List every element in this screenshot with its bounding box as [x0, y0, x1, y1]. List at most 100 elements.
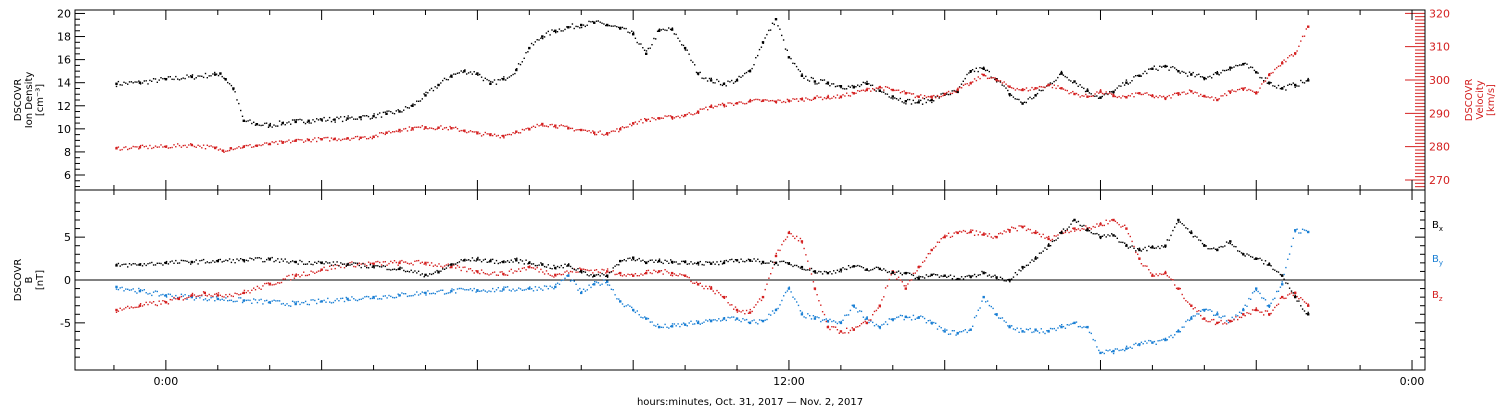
velocity-point: [516, 130, 518, 133]
velocity-point: [1179, 93, 1181, 96]
by-point: [677, 323, 679, 325]
bz-point: [664, 269, 666, 271]
ion-density-a-point: [307, 119, 310, 122]
ion-density-a-point: [599, 21, 601, 23]
bx-point: [1023, 266, 1026, 268]
bz-point: [853, 328, 855, 330]
bx-point: [386, 268, 388, 271]
bz-point: [480, 269, 483, 271]
bz-point: [816, 294, 818, 296]
by-point: [241, 301, 244, 304]
velocity-point: [319, 138, 322, 140]
bx-point: [286, 261, 288, 263]
bz-point: [1274, 306, 1276, 309]
by-point: [314, 299, 316, 302]
bx-point: [784, 261, 787, 264]
bx-point: [1220, 245, 1222, 248]
bz-point: [568, 272, 570, 274]
bz-point: [755, 304, 757, 306]
velocity-point: [482, 134, 485, 136]
bx-point: [588, 275, 590, 277]
bx-point: [657, 259, 661, 263]
bx-point: [632, 258, 635, 261]
velocity-point: [590, 131, 592, 134]
ion-density-a-point: [931, 101, 933, 104]
velocity-point: [490, 133, 492, 135]
bx-point: [119, 265, 121, 267]
by-point: [960, 331, 963, 333]
ion-density-b-point: [1307, 79, 1310, 82]
bz-point: [388, 262, 390, 265]
ion-density-a-point: [810, 76, 813, 79]
bx-point: [1066, 228, 1068, 230]
velocity-point: [1016, 87, 1018, 90]
velocity-point: [792, 98, 794, 100]
by-point: [1029, 327, 1031, 330]
by-point: [476, 289, 479, 292]
ion-density-b-point: [1277, 84, 1280, 87]
velocity-point: [1268, 73, 1270, 75]
bx-point: [801, 268, 803, 270]
ion-density-a-point: [505, 79, 507, 81]
ion-density-a-point: [489, 82, 492, 85]
bx-point: [505, 261, 507, 263]
by-point: [288, 305, 290, 307]
ion-density-b-point: [1296, 85, 1298, 87]
by-point: [490, 290, 492, 293]
velocity-point: [747, 101, 750, 103]
ion-density-a-point: [917, 101, 920, 104]
bz-point: [202, 291, 205, 293]
ion-density-a-point: [456, 72, 459, 74]
by-point: [555, 283, 557, 286]
velocity-point: [1118, 95, 1120, 98]
bz-point: [814, 288, 816, 291]
bx-point: [814, 272, 816, 274]
ion-density-a-point: [960, 83, 963, 85]
ion-density-a-point: [373, 113, 375, 115]
bz-point: [1207, 320, 1209, 323]
velocity-point: [1099, 89, 1102, 91]
velocity-point: [243, 145, 246, 147]
bx-point: [1111, 233, 1113, 235]
bx-point: [851, 266, 853, 268]
bx-point: [482, 259, 485, 261]
left-tick-label: 20: [57, 7, 71, 20]
bx-point: [1281, 274, 1284, 277]
bz-point: [1296, 295, 1298, 298]
velocity-point: [468, 131, 470, 133]
bz-point: [748, 311, 752, 314]
bx-point: [1090, 231, 1092, 234]
by-point: [251, 302, 253, 304]
velocity-point: [280, 140, 283, 142]
bx-point: [1294, 295, 1297, 299]
bz-point: [655, 270, 657, 273]
ion-density-a-point: [278, 120, 281, 122]
ion-density-a-point: [228, 83, 231, 85]
ion-density-a-point: [571, 23, 574, 25]
velocity-point: [1172, 94, 1174, 96]
bz-point: [1101, 224, 1104, 227]
bz-point: [725, 296, 727, 298]
velocity-point: [393, 131, 396, 133]
by-point: [553, 288, 555, 290]
by-point: [864, 318, 866, 321]
bz-point: [534, 268, 537, 270]
ion-density-a-point: [1038, 89, 1040, 91]
velocity-point: [716, 105, 718, 108]
bx-point: [1040, 252, 1042, 254]
velocity-point: [286, 140, 288, 143]
velocity-point: [1055, 87, 1057, 90]
bx-point: [862, 267, 865, 269]
velocity-point: [219, 148, 221, 150]
velocity-point: [826, 96, 830, 99]
bx-point: [277, 258, 279, 260]
ion-density-a-point: [862, 81, 864, 84]
bx-point: [247, 260, 249, 262]
by-point: [1177, 330, 1180, 333]
ion-density-a-point: [864, 82, 866, 84]
velocity-point: [512, 132, 514, 134]
velocity-point: [619, 128, 622, 131]
bx-point: [621, 260, 624, 262]
velocity-point: [979, 77, 981, 80]
bx-point: [566, 265, 568, 267]
